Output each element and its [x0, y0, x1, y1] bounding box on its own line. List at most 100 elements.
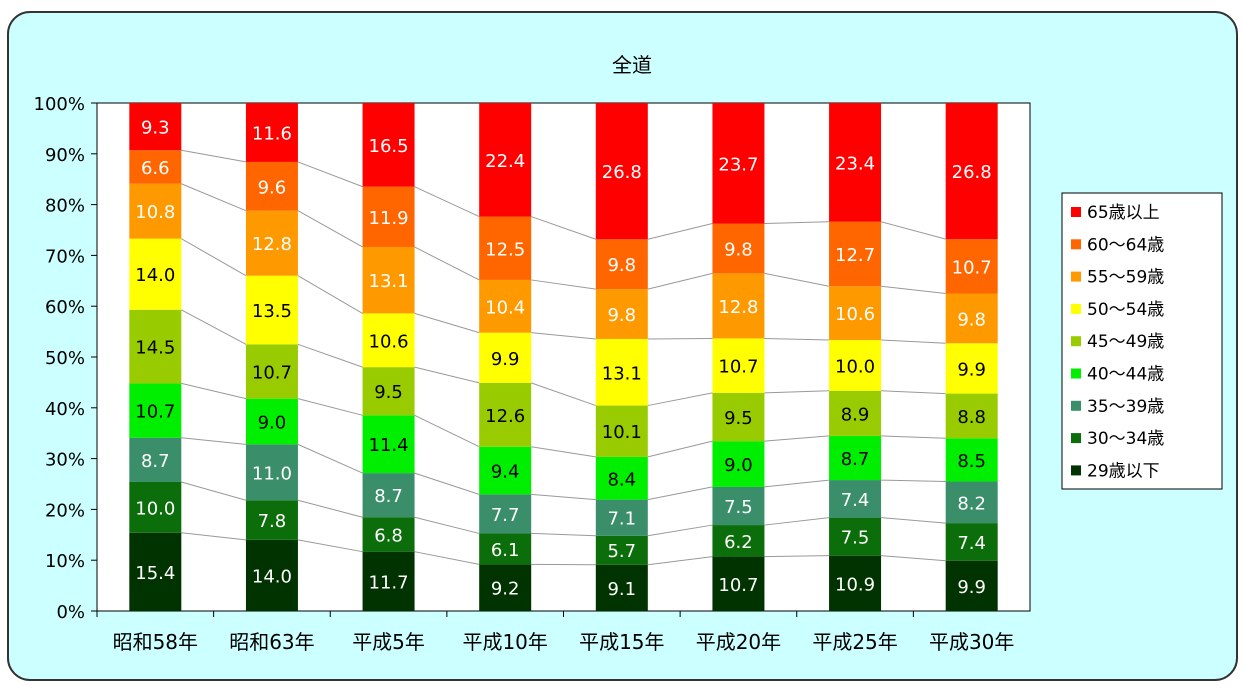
- data-label: 10.7: [718, 357, 758, 378]
- data-label: 9.8: [724, 239, 753, 260]
- legend-label: 30～34歳: [1087, 429, 1164, 449]
- y-tick-label: 60%: [45, 297, 85, 318]
- x-tick-label: 平成30年: [929, 630, 1014, 654]
- data-label: 10.7: [135, 402, 175, 423]
- x-tick-label: 平成25年: [812, 630, 897, 654]
- data-label: 7.5: [724, 497, 753, 518]
- y-tick-label: 40%: [45, 399, 85, 420]
- y-tick-label: 90%: [45, 145, 85, 166]
- data-label: 13.5: [252, 301, 292, 322]
- data-label: 10.7: [252, 362, 292, 383]
- data-label: 7.8: [258, 511, 287, 532]
- data-label: 9.4: [491, 462, 520, 483]
- data-label: 8.7: [141, 451, 170, 472]
- data-label: 10.6: [369, 331, 409, 352]
- data-label: 9.5: [374, 382, 403, 403]
- data-label: 8.2: [957, 493, 986, 514]
- data-label: 12.8: [718, 297, 758, 318]
- legend-swatch: [1071, 272, 1081, 282]
- data-label: 14.0: [135, 265, 175, 286]
- data-label: 8.5: [957, 451, 986, 472]
- data-label: 16.5: [369, 136, 409, 157]
- data-label: 9.0: [258, 413, 287, 434]
- data-label: 11.6: [252, 123, 292, 144]
- legend-swatch: [1071, 304, 1081, 314]
- data-label: 11.7: [369, 572, 409, 593]
- data-label: 14.0: [252, 566, 292, 587]
- y-tick-label: 100%: [34, 94, 85, 115]
- data-label: 8.7: [374, 486, 403, 507]
- y-tick-label: 10%: [45, 551, 85, 572]
- data-label: 5.7: [607, 541, 636, 562]
- legend-label: 40～44歳: [1087, 365, 1164, 385]
- y-tick-label: 20%: [45, 500, 85, 521]
- data-label: 7.4: [957, 533, 986, 554]
- y-tick-label: 80%: [45, 196, 85, 217]
- legend-label: 60～64歳: [1087, 235, 1164, 255]
- chart-title: 全道: [612, 53, 652, 77]
- data-label: 9.5: [724, 408, 753, 429]
- data-label: 10.0: [835, 356, 875, 377]
- data-label: 15.4: [135, 563, 175, 584]
- data-label: 11.4: [369, 435, 409, 456]
- legend-label: 35～39歳: [1087, 397, 1164, 417]
- legend-swatch: [1071, 369, 1081, 379]
- data-label: 23.7: [718, 154, 758, 175]
- data-label: 6.6: [141, 158, 170, 179]
- data-label: 7.5: [841, 528, 870, 549]
- data-label: 22.4: [485, 151, 525, 172]
- data-label: 9.9: [957, 359, 986, 380]
- data-label: 10.6: [835, 304, 875, 325]
- legend-swatch: [1071, 433, 1081, 443]
- data-label: 11.0: [252, 463, 292, 484]
- legend: 65歳以上60～64歳55～59歳50～54歳45～49歳40～44歳35～39…: [1062, 193, 1222, 489]
- data-label: 10.9: [835, 574, 875, 595]
- legend-label: 29歳以下: [1087, 461, 1160, 481]
- data-label: 9.0: [724, 455, 753, 476]
- data-label: 14.5: [135, 338, 175, 359]
- data-label: 11.9: [369, 208, 409, 229]
- data-label: 8.9: [841, 404, 870, 425]
- x-tick-label: 昭和58年: [113, 630, 198, 654]
- legend-swatch: [1071, 239, 1081, 249]
- data-label: 13.1: [602, 363, 642, 384]
- x-tick-label: 平成5年: [352, 630, 425, 654]
- y-tick-label: 70%: [45, 246, 85, 267]
- x-tick-label: 平成20年: [696, 630, 781, 654]
- data-label: 7.4: [841, 490, 870, 511]
- data-label: 9.3: [141, 118, 170, 139]
- data-label: 26.8: [602, 162, 642, 183]
- data-label: 12.8: [252, 234, 292, 255]
- y-tick-label: 50%: [45, 348, 85, 369]
- data-label: 12.6: [485, 406, 525, 427]
- data-label: 9.8: [957, 309, 986, 330]
- legend-swatch: [1071, 336, 1081, 346]
- data-label: 10.8: [135, 202, 175, 223]
- data-label: 8.7: [841, 449, 870, 470]
- data-label: 10.0: [135, 498, 175, 519]
- legend-swatch: [1071, 465, 1081, 475]
- data-label: 9.8: [607, 305, 636, 326]
- legend-label: 65歳以上: [1087, 203, 1160, 223]
- data-label: 9.8: [607, 255, 636, 276]
- y-tick-label: 30%: [45, 450, 85, 471]
- data-label: 12.7: [835, 245, 875, 266]
- legend-swatch: [1071, 207, 1081, 217]
- x-tick-label: 平成10年: [462, 630, 547, 654]
- data-label: 26.8: [952, 162, 992, 183]
- data-label: 10.7: [952, 257, 992, 278]
- data-label: 9.2: [491, 579, 520, 600]
- data-label: 10.1: [602, 422, 642, 443]
- x-tick-label: 平成15年: [579, 630, 664, 654]
- data-label: 13.1: [369, 271, 409, 292]
- data-label: 6.8: [374, 525, 403, 546]
- data-label: 23.4: [835, 153, 875, 174]
- legend-label: 45～49歳: [1087, 332, 1164, 352]
- data-label: 10.7: [718, 575, 758, 596]
- y-tick-label: 0%: [56, 602, 85, 623]
- data-label: 10.4: [485, 297, 525, 318]
- data-label: 6.1: [491, 540, 520, 561]
- data-label: 9.1: [607, 579, 636, 600]
